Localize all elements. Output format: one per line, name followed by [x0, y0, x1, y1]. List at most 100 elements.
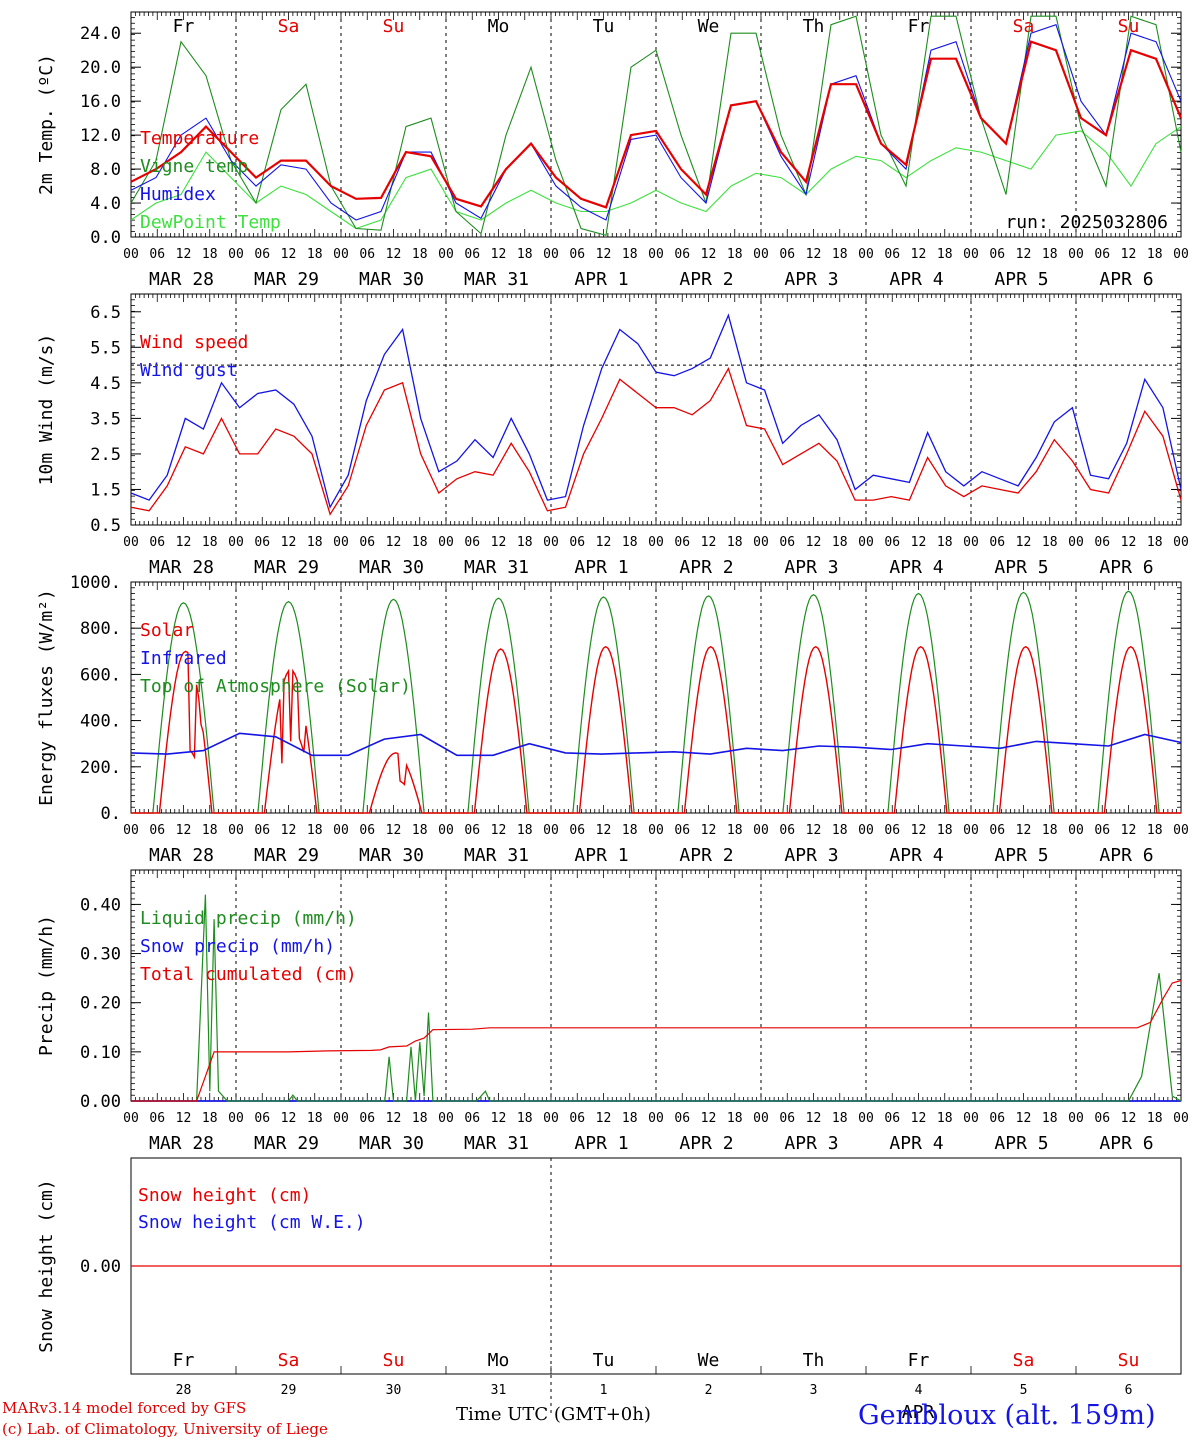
y-tick-label: 1.5 [90, 480, 121, 500]
hour-label: 18 [622, 535, 638, 550]
hour-label: 06 [1094, 1111, 1110, 1126]
hour-label: 18 [307, 1111, 323, 1126]
day-number-label: 3 [810, 1383, 818, 1398]
hour-label: 00 [963, 1111, 979, 1126]
y-tick-label: 0.0 [90, 228, 121, 248]
hour-label: 06 [989, 823, 1005, 838]
series-line [130, 40, 1183, 209]
hour-label: 06 [674, 1111, 690, 1126]
hour-label: 00 [1068, 823, 1084, 838]
hour-label: 12 [281, 247, 297, 262]
date-label: APR 4 [889, 269, 943, 290]
y-tick-label: 0.10 [80, 1043, 121, 1063]
hour-label: 12 [806, 1111, 822, 1126]
date-label: MAR 31 [464, 269, 529, 290]
hour-label: 12 [701, 535, 717, 550]
hour-label: 06 [674, 535, 690, 550]
hour-label: 06 [779, 247, 795, 262]
hour-label: 12 [806, 823, 822, 838]
day-name-label: Fr [908, 16, 930, 37]
y-tick-label: 16.0 [80, 92, 121, 112]
hour-label: 00 [753, 823, 769, 838]
hour-label: 06 [254, 247, 270, 262]
legend-entry: Infrared [140, 648, 227, 669]
legend-entry: Wind speed [140, 332, 248, 353]
date-label: APR 3 [784, 557, 838, 578]
hour-label: 00 [228, 1111, 244, 1126]
legend-entry: Snow height (cm W.E.) [138, 1212, 366, 1233]
day-number-label: 5 [1020, 1383, 1028, 1398]
hour-label: 06 [674, 823, 690, 838]
hour-label: 12 [911, 823, 927, 838]
hour-label: 12 [386, 823, 402, 838]
date-label: APR 5 [994, 1133, 1048, 1154]
date-label: APR 2 [679, 1133, 733, 1154]
date-label: APR 2 [679, 845, 733, 866]
hour-label: 00 [123, 535, 139, 550]
date-label: APR 5 [994, 845, 1048, 866]
hour-label: 12 [491, 247, 507, 262]
hour-label: 06 [779, 535, 795, 550]
panel-energy: 00 06 12 18 00 06 12 18 00 06 12 18 00 06 12 18 00 06 12 18… [36, 573, 1189, 866]
hour-label: 12 [1016, 247, 1032, 262]
day-number-label: 29 [281, 1383, 297, 1398]
hour-label: 06 [359, 1111, 375, 1126]
y-tick-label: 4.0 [90, 194, 121, 214]
hour-label: 18 [202, 535, 218, 550]
date-label: MAR 30 [359, 845, 424, 866]
hour-label: 06 [884, 247, 900, 262]
hour-label: 00 [1173, 1111, 1189, 1126]
hour-label: 00 [333, 247, 349, 262]
hour-label: 12 [1016, 535, 1032, 550]
day-name-label: Sa [1013, 1350, 1035, 1371]
hour-label: 00 [963, 247, 979, 262]
date-label: MAR 29 [254, 845, 319, 866]
hour-label: 06 [674, 247, 690, 262]
hour-label: 18 [727, 1111, 743, 1126]
date-label: APR 2 [679, 557, 733, 578]
hour-label: 00 [438, 535, 454, 550]
time-axis-title: Time UTC (GMT+0h) [456, 1404, 651, 1425]
station-name: Gembloux (alt. 159m) [858, 1400, 1156, 1431]
y-tick-label: 0.40 [80, 895, 121, 915]
hour-label: 18 [412, 823, 428, 838]
hour-label: 18 [832, 823, 848, 838]
copyright-credit: (c) Lab. of Climatology, University of L… [2, 1420, 328, 1438]
hour-label: 18 [307, 247, 323, 262]
hour-label: 18 [832, 1111, 848, 1126]
y-axis-label: Precip (mm/h) [36, 915, 57, 1056]
hour-label: 06 [569, 535, 585, 550]
model-credit: MARv3.14 model forced by GFS [2, 1399, 247, 1417]
day-name-label: Su [1118, 16, 1140, 37]
hour-label: 06 [989, 1111, 1005, 1126]
hour-label: 18 [412, 247, 428, 262]
day-number-label: 28 [176, 1383, 192, 1398]
hour-label: 00 [333, 535, 349, 550]
hour-label: 12 [1121, 247, 1137, 262]
hour-label: 00 [543, 1111, 559, 1126]
hour-label: 00 [858, 823, 874, 838]
hour-label: 12 [701, 247, 717, 262]
day-name-label: We [698, 1350, 720, 1371]
hour-label: 06 [989, 247, 1005, 262]
y-tick-label: 0.00 [80, 1092, 121, 1112]
hour-label: 12 [281, 823, 297, 838]
day-number-label: 6 [1125, 1383, 1133, 1398]
hour-label: 18 [832, 247, 848, 262]
hour-label: 18 [1042, 535, 1058, 550]
hour-label: 00 [963, 823, 979, 838]
date-label: MAR 28 [149, 557, 214, 578]
date-label: MAR 30 [359, 557, 424, 578]
hour-label: 18 [1147, 823, 1163, 838]
hour-label: 12 [176, 247, 192, 262]
hour-label: 06 [359, 535, 375, 550]
hour-label: 12 [596, 823, 612, 838]
hour-label: 06 [359, 823, 375, 838]
date-label: MAR 29 [254, 269, 319, 290]
hour-label: 18 [937, 823, 953, 838]
y-tick-label: 0. [101, 804, 121, 824]
hour-label: 18 [307, 823, 323, 838]
legend-entry: Top of Atmosphere (Solar) [140, 676, 411, 697]
hour-label: 18 [937, 1111, 953, 1126]
hour-label: 18 [1042, 823, 1058, 838]
